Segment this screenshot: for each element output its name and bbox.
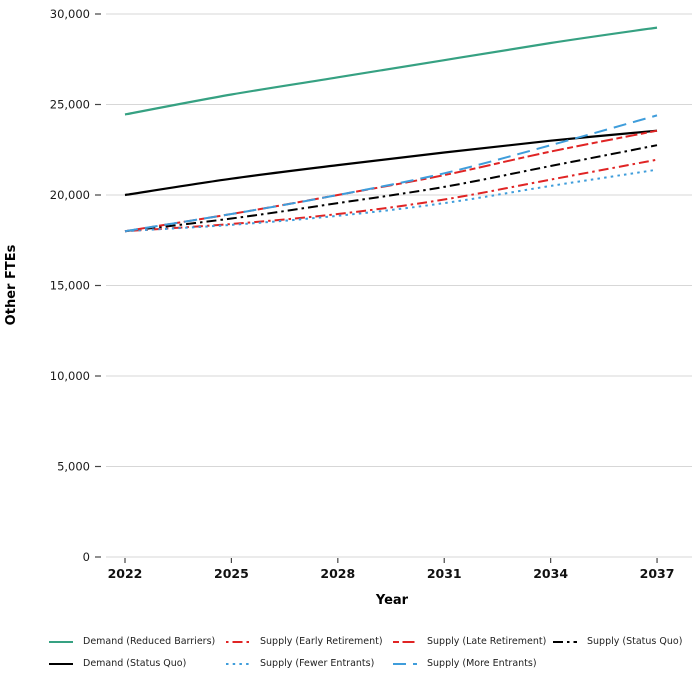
series-line-supply-status-quo: [124, 144, 658, 233]
series-line-demand-reduced-barriers: [124, 26, 658, 116]
y-tick-label: 30,000: [50, 7, 90, 21]
legend-item: Demand (Status Quo): [48, 658, 225, 669]
series-line-supply-late-retirement: [124, 129, 658, 233]
y-tick-label: 5,000: [57, 460, 90, 474]
legend-label: Supply (Late Retirement): [427, 636, 547, 647]
legend-key-line-icon: [393, 662, 417, 665]
legend-label: Demand (Reduced Barriers): [83, 636, 216, 647]
legend-key-line-icon: [226, 662, 250, 665]
x-tick-label: 2037: [640, 566, 675, 581]
x-tick-label: 2031: [427, 566, 462, 581]
legend-key-line-icon: [49, 662, 73, 665]
y-tick-label: 10,000: [50, 369, 90, 383]
legend-key-line-icon: [49, 640, 73, 643]
x-tick-label: 2025: [214, 566, 249, 581]
legend-item: Supply (Status Quo): [552, 636, 682, 647]
x-tick-label: 2034: [533, 566, 568, 581]
legend-item: Supply (More Entrants): [392, 658, 552, 669]
legend-item: Supply (Early Retirement): [225, 636, 392, 647]
series-line-supply-fewer-entrants: [124, 168, 658, 233]
chart-legend: Demand (Reduced Barriers) Supply (Early R…: [48, 636, 682, 669]
y-tick-label: 25,000: [50, 98, 90, 112]
y-tick-label: 15,000: [50, 279, 90, 293]
legend-label: Supply (Fewer Entrants): [260, 658, 375, 669]
legend-label: Supply (Status Quo): [587, 636, 683, 647]
y-tick-label: 0: [83, 550, 90, 564]
y-axis-title: Other FTEs: [4, 244, 19, 325]
legend-label: Demand (Status Quo): [83, 658, 187, 669]
legend-label: Supply (Early Retirement): [260, 636, 383, 647]
series-line-demand-status-quo: [124, 129, 658, 197]
legend-key-line-icon: [553, 640, 577, 643]
line-chart: 0 5,000 10,000 15,000 20,000 25,000 30,000 2022…: [4, 7, 692, 608]
x-axis-title: Year: [375, 593, 409, 608]
legend-label: Supply (More Entrants): [427, 658, 537, 669]
legend-key-line-icon: [393, 640, 417, 643]
legend-item: Supply (Fewer Entrants): [225, 658, 392, 669]
legend-item: Supply (Late Retirement): [392, 636, 552, 647]
series-line-supply-more-entrants: [124, 114, 658, 233]
x-tick-label: 2022: [108, 566, 143, 581]
y-tick-label: 20,000: [50, 188, 90, 202]
legend-item: Demand (Reduced Barriers): [48, 636, 225, 647]
x-tick-label: 2028: [320, 566, 355, 581]
legend-key-line-icon: [226, 640, 250, 643]
